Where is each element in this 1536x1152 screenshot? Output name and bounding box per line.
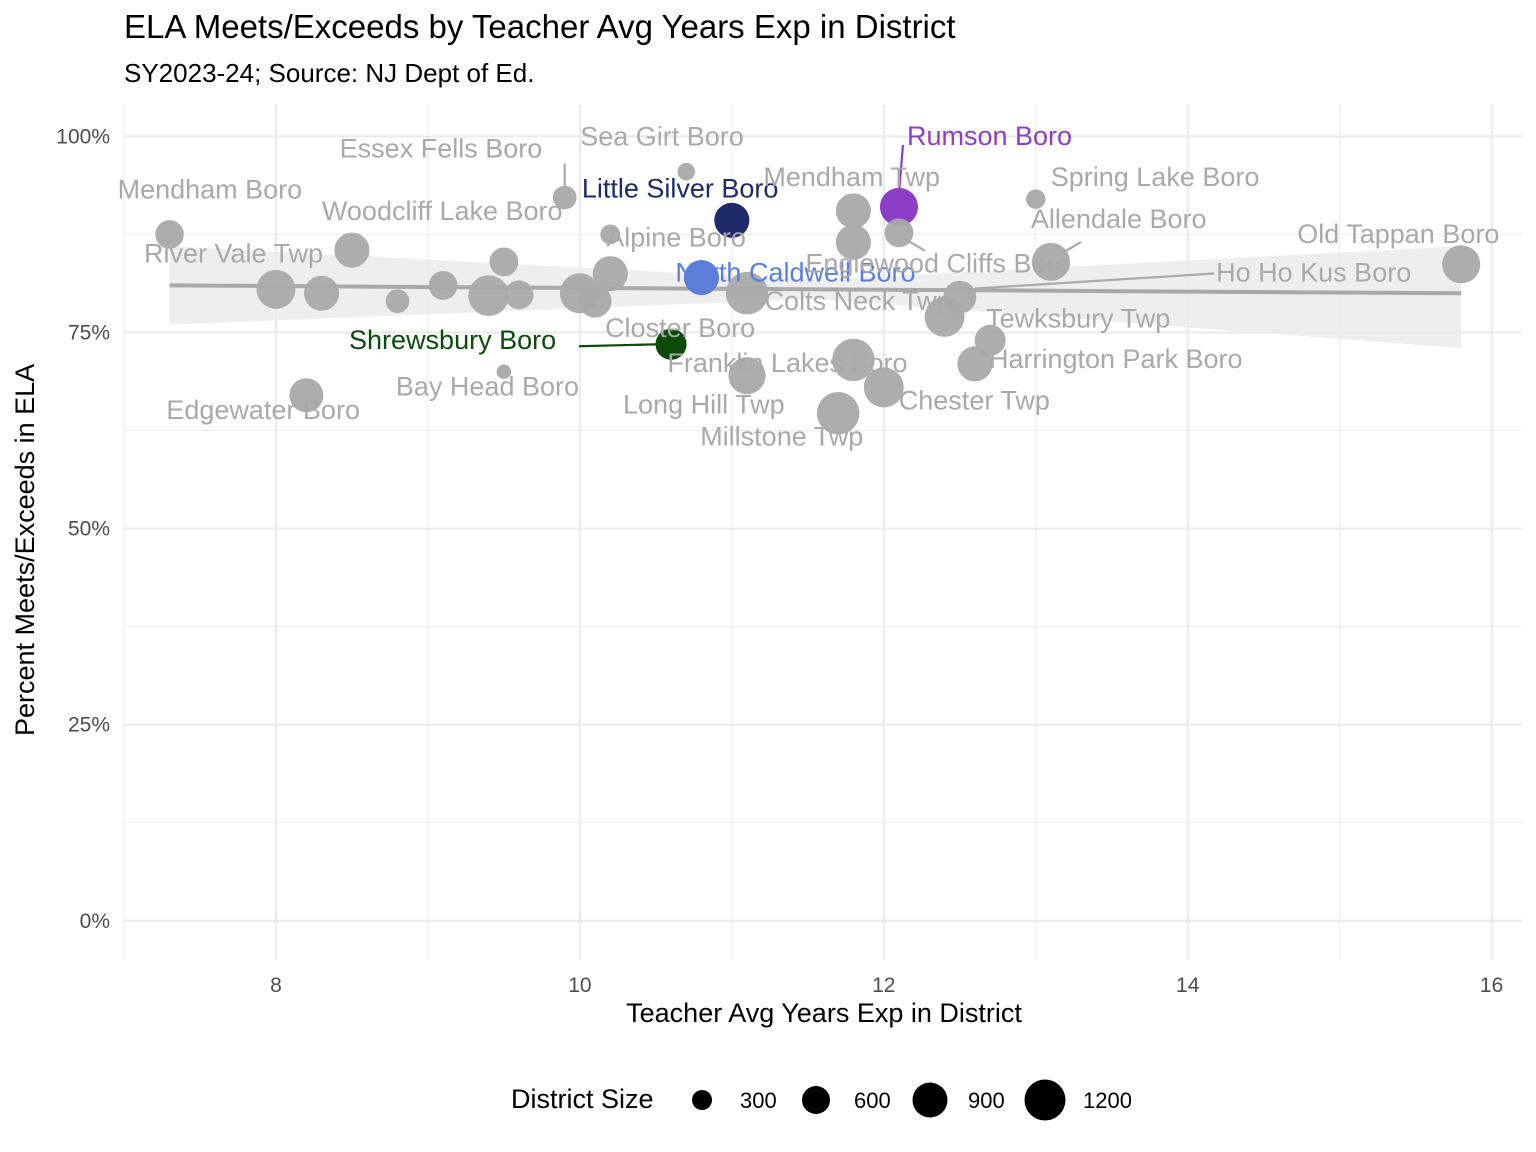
- data-point-rumson-boro: [879, 187, 919, 227]
- data-point: [504, 280, 534, 310]
- data-point-spring-lake-boro: [1026, 189, 1046, 209]
- data-point-river-vale-twp: [256, 269, 296, 309]
- legend-size-label: 300: [740, 1088, 777, 1113]
- data-label: Shrewsbury Boro: [349, 325, 556, 355]
- confidence-band: [169, 246, 1462, 349]
- data-label: Franklin Lakes Boro: [667, 348, 907, 378]
- data-point-mendham-boro: [155, 220, 184, 249]
- data-point-north-caldwell-boro: [683, 260, 719, 296]
- chart-title: ELA Meets/Exceeds by Teacher Avg Years E…: [124, 8, 956, 45]
- data-label: Mendham Boro: [118, 174, 303, 204]
- data-label: Little Silver Boro: [582, 173, 779, 203]
- x-tick-label: 8: [270, 974, 282, 997]
- data-label: Edgewater Boro: [166, 395, 360, 425]
- label-leader: [974, 272, 1215, 290]
- size-legend-keys: 300 600 900 1200: [692, 1079, 1132, 1121]
- legend-size-key: [802, 1086, 830, 1114]
- x-tick-label: 10: [568, 974, 591, 997]
- data-label: Old Tappan Boro: [1297, 219, 1499, 249]
- data-label: Tewksbury Twp: [986, 303, 1170, 333]
- data-point-millstone-twp: [816, 392, 860, 435]
- data-point-tewksbury-twp: [974, 324, 1006, 356]
- data-label: Alpine Boro: [606, 222, 746, 252]
- data-point-little-silver-boro: [714, 202, 750, 238]
- data-label: Spring Lake Boro: [1051, 162, 1260, 192]
- data-point-closter-boro: [578, 284, 612, 318]
- y-tick-label: 75%: [68, 321, 110, 344]
- data-point: [725, 272, 769, 315]
- label-leader: [579, 343, 660, 348]
- data-point-englewood-cliffs-boro: [835, 224, 871, 260]
- confidence-band-area: [169, 246, 1462, 349]
- x-tick-label: 14: [1176, 974, 1200, 997]
- data-label: Essex Fells Boro: [340, 134, 543, 164]
- legend-size-label: 900: [968, 1088, 1005, 1113]
- legend-size-key: [1024, 1079, 1066, 1121]
- trend-line: [169, 283, 1462, 296]
- data-label: Harrington Park Boro: [989, 344, 1243, 374]
- data-label: North Caldwell Boro: [675, 258, 915, 288]
- x-axis-label: Teacher Avg Years Exp in District: [626, 998, 1022, 1028]
- data-point: [592, 256, 628, 292]
- data-point-bay-head-boro: [496, 364, 512, 379]
- data-point-franklin-lakes-boro: [832, 338, 875, 382]
- y-tick-label: 25%: [68, 714, 110, 737]
- data-point-allendale-boro: [1031, 242, 1070, 281]
- data-label: Colts Neck Twp: [765, 286, 952, 316]
- data-point-long-hill-twp: [728, 357, 766, 395]
- data-label: Englewood Cliffs Boro: [805, 248, 1070, 278]
- data-label: Allendale Boro: [1031, 204, 1207, 234]
- y-axis-label: Percent Meets/Exceeds in ELA: [10, 363, 40, 736]
- data-label: Mendham Twp: [763, 162, 940, 192]
- grid: [123, 105, 1522, 960]
- data-label: Millstone Twp: [700, 421, 863, 451]
- legend-size-key: [692, 1090, 712, 1110]
- data-point: [385, 289, 410, 313]
- y-tick-label: 50%: [68, 518, 110, 541]
- legend-size-label: 600: [854, 1088, 891, 1113]
- data-point: [884, 218, 914, 248]
- legend-size-label: 1200: [1083, 1088, 1132, 1113]
- data-point-old-tappan-boro: [1442, 245, 1481, 284]
- trend-line-path: [169, 283, 1462, 296]
- data-labels: Mendham Boro River Vale Twp Woodcliff Lake…: [118, 121, 1500, 451]
- data-point: [468, 275, 510, 317]
- data-point: [303, 275, 340, 311]
- data-point-woodcliff-lake-boro: [334, 232, 370, 268]
- data-label: Woodcliff Lake Boro: [322, 196, 563, 226]
- data-label: Long Hill Twp: [623, 390, 785, 420]
- data-point-shrewsbury-boro: [655, 328, 687, 360]
- data-label: Ho Ho Kus Boro: [1216, 257, 1411, 287]
- chart-subtitle: SY2023-24; Source: NJ Dept of Ed.: [124, 58, 535, 88]
- data-point-sea-girt-boro: [677, 162, 696, 181]
- data-point-chester-twp: [863, 367, 904, 408]
- data-point: [489, 247, 519, 277]
- x-tick-label: 12: [872, 974, 895, 997]
- size-legend: District Size: [0, 1080, 1536, 1124]
- legend-title: District Size: [511, 1084, 654, 1114]
- data-label: Closter Boro: [605, 313, 755, 343]
- data-point: [943, 280, 977, 314]
- axis-ticks: 8 10 12 14 16 0% 25% 50% 75% 100%: [56, 125, 1503, 997]
- data-label: River Vale Twp: [144, 238, 323, 268]
- data-point-harrington-park-boro: [957, 346, 993, 382]
- data-point: [428, 271, 458, 300]
- y-tick-label: 0%: [80, 910, 110, 933]
- data-label: Sea Girt Boro: [580, 122, 744, 152]
- data-label: Rumson Boro: [907, 121, 1072, 151]
- x-tick-label: 16: [1480, 974, 1503, 997]
- data-label: Bay Head Boro: [396, 372, 579, 402]
- data-point-alpine-boro: [600, 224, 621, 245]
- data-points: [155, 162, 1481, 435]
- data-point-edgewater-boro: [289, 378, 324, 413]
- data-label: Chester Twp: [899, 385, 1050, 415]
- data-point-essex-fells-boro: [552, 185, 577, 210]
- data-point-mendham-twp: [835, 193, 871, 229]
- y-tick-label: 100%: [56, 125, 110, 148]
- legend-size-key: [912, 1082, 948, 1118]
- label-leader: [897, 144, 905, 194]
